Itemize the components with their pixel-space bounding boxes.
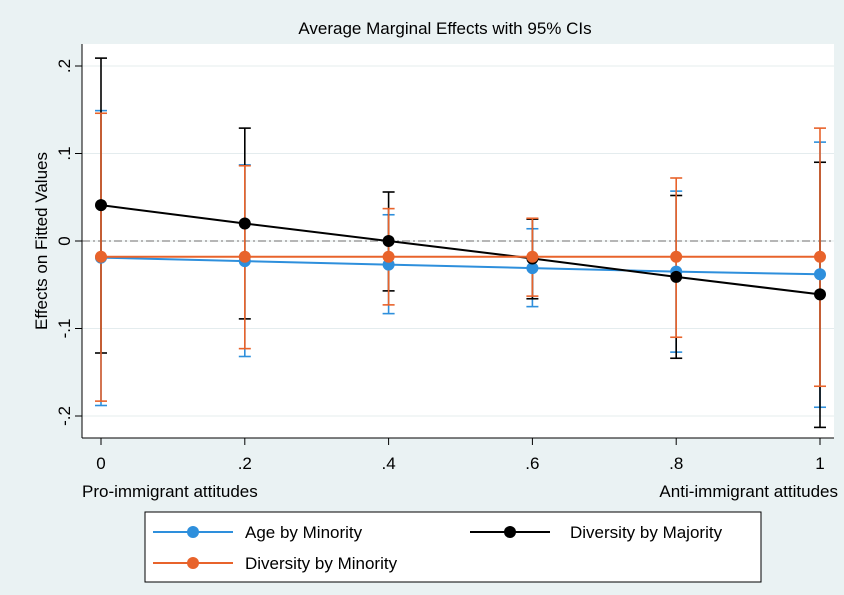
- y-tick-layer: -.2 -.1 0 .1 .2: [55, 59, 82, 426]
- legend-item: Diversity by Minority: [153, 554, 398, 573]
- series-line: [100, 256, 821, 276]
- x-tick-label: .2: [238, 454, 252, 473]
- data-point: [670, 250, 683, 263]
- data-point: [526, 250, 539, 263]
- y-axis-label: Effects on Fitted Values: [32, 152, 51, 330]
- legend-label: Diversity by Majority: [570, 523, 723, 542]
- data-point: [670, 270, 683, 283]
- legend-marker: [187, 557, 199, 569]
- legend-item: Age by Minority: [153, 523, 363, 542]
- x-tick-layer: 0 .2 .4 .6 .8 1: [96, 438, 825, 473]
- data-point: [382, 250, 395, 263]
- legend-label: Diversity by Minority: [245, 554, 398, 573]
- data-point: [814, 268, 826, 281]
- data-point: [814, 250, 826, 263]
- chart-title: Average Marginal Effects with 95% CIs: [298, 19, 591, 38]
- legend-marker: [187, 526, 199, 538]
- data-point: [814, 288, 826, 301]
- y-tick-label: .2: [55, 59, 74, 73]
- x-tick-label: .4: [382, 454, 396, 473]
- y-tick-label: 0: [55, 236, 74, 245]
- data-point: [238, 217, 251, 230]
- legend: Age by Minority Diversity by Majority Dive…: [153, 523, 723, 573]
- legend-box: [144, 511, 762, 583]
- y-tick-label: -.1: [55, 319, 74, 339]
- legend-item: Diversity by Majority: [470, 523, 723, 542]
- series-line: [100, 204, 821, 296]
- x-endpoint-label-right: Anti-immigrant attitudes: [659, 482, 838, 501]
- series-layer: [95, 57, 826, 429]
- x-tick-label: 0: [96, 454, 105, 473]
- x-tick-label: .6: [525, 454, 539, 473]
- data-point: [526, 262, 539, 275]
- y-tick-label: .1: [55, 146, 74, 160]
- legend-label: Age by Minority: [245, 523, 363, 542]
- x-tick-label: .8: [669, 454, 683, 473]
- legend-marker: [504, 526, 516, 538]
- data-point: [95, 250, 107, 263]
- data-point: [382, 235, 395, 247]
- y-tick-label: -.2: [55, 406, 74, 426]
- x-endpoint-label-left: Pro-immigrant attitudes: [82, 482, 258, 501]
- x-tick-label: 1: [815, 454, 824, 473]
- data-point: [238, 250, 251, 263]
- data-point: [95, 199, 107, 212]
